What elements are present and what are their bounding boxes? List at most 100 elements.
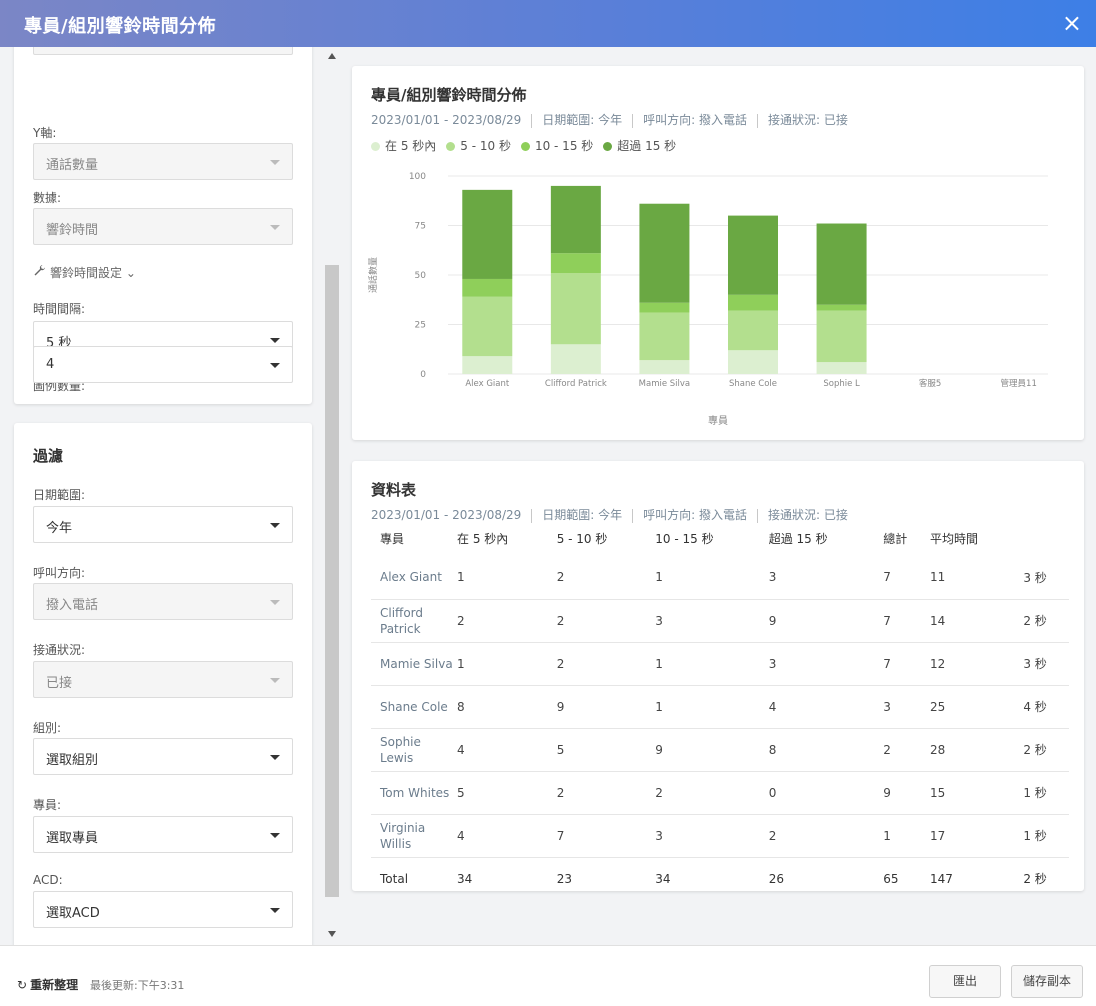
ring-time-settings-link[interactable]: 響鈴時間設定 ⌄: [33, 264, 136, 281]
meta-date: 2023/01/01 - 2023/08/29: [371, 508, 522, 522]
status-label: 接通狀況:: [33, 643, 86, 657]
table-row: Tom Whites 5 2 2 0 9 15 1 秒: [371, 771, 1069, 815]
table-cell: Alex Giant: [371, 556, 457, 600]
table-cell: 5: [457, 771, 557, 815]
ring-time-settings-label: 響鈴時間設定: [50, 266, 123, 280]
legend-label: 超過 15 秒: [617, 139, 677, 153]
y-tick-label: 50: [415, 271, 427, 281]
col-over-15: 超過 15 秒: [768, 532, 828, 546]
table-cell: 7: [883, 599, 930, 643]
meta-date: 2023/01/01 - 2023/08/29: [371, 113, 522, 127]
table-cell: 3: [655, 814, 769, 858]
table-cell: 2: [655, 771, 769, 815]
chevron-down-icon: [270, 160, 280, 165]
col-5-10: 5 - 10 秒: [556, 532, 608, 546]
table-row: Clifford Patrick 2 2 3 9 7 14 2 秒: [371, 599, 1069, 643]
chart-meta: 2023/01/01 - 2023/08/29 日期範圍: 今年 呼叫方向: 撥入電…: [371, 111, 848, 128]
col-under-5: 在 5 秒內: [457, 532, 509, 546]
legend-dot-icon: [603, 142, 613, 151]
refresh-button[interactable]: ↻ 重新整理: [17, 976, 78, 993]
meta-direction: 呼叫方向: 撥入電話: [643, 113, 748, 127]
x-tick-label: Sophie L: [823, 379, 860, 389]
table-cell: Virginia Willis: [371, 814, 457, 858]
scroll-up-icon[interactable]: [328, 53, 336, 59]
divider: [531, 113, 533, 128]
bar-segment: [728, 310, 778, 351]
table-cell: 4 秒: [1023, 685, 1069, 729]
export-button[interactable]: 匯出: [929, 965, 1001, 998]
x-tick-label: 管理員11: [1001, 378, 1037, 389]
data-value: 響鈴時間: [46, 223, 99, 238]
table-cell: Shane Cole: [371, 685, 457, 729]
dialog-header: 專員/組別響鈴時間分佈 ×: [0, 0, 1096, 47]
table-cell: 7: [556, 814, 656, 858]
y-axis-select[interactable]: 通話數量: [33, 143, 293, 180]
agent-select[interactable]: 選取專員: [33, 816, 293, 853]
legend-count-select[interactable]: 4: [33, 346, 293, 383]
save-copy-button[interactable]: 儲存副本: [1011, 965, 1083, 998]
divider: [757, 113, 759, 128]
divider: [632, 508, 634, 523]
legend-dot-icon: [371, 142, 380, 151]
table-cell: 3: [655, 599, 769, 643]
divider: [757, 508, 759, 523]
table-cell: 3 秒: [1023, 642, 1069, 686]
table-cell: 2: [883, 728, 930, 772]
bar-chart: 0 25 50 75 100 通話數量 Alex Giant Clifford Patrick…: [367, 172, 1048, 427]
x-tick-label: 客服5: [919, 378, 941, 389]
table-cell: Sophie Lewis: [371, 728, 457, 772]
legend-item[interactable]: 10 - 15 秒: [520, 137, 593, 154]
close-icon[interactable]: ×: [1061, 9, 1082, 37]
interval-label: 時間間隔:: [33, 302, 86, 316]
legend-dot-icon: [446, 142, 456, 151]
chevron-down-icon: [270, 833, 280, 838]
y-tick-label: 100: [409, 172, 426, 182]
filter-card: 過濾 日期範圍: 今年 呼叫方向: 撥入電話 接通狀況: 已接 組別: 選取組別…: [14, 423, 312, 945]
legend-label: 在 5 秒內: [385, 139, 437, 153]
legend-dot-icon: [520, 142, 530, 151]
table-cell: 2: [556, 599, 656, 643]
table-row: Sophie Lewis 4 5 9 8 2 28 2 秒: [371, 728, 1069, 772]
table-row: Shane Cole 8 9 1 4 3 25 4 秒: [371, 685, 1069, 729]
x-tick-label: Clifford Patrick: [545, 379, 607, 389]
chart-title: 專員/組別響鈴時間分佈: [371, 86, 527, 104]
legend-item[interactable]: 超過 15 秒: [603, 137, 676, 154]
acd-select[interactable]: 選取ACD: [33, 891, 293, 928]
dialog-title: 專員/組別響鈴時間分佈: [24, 16, 217, 37]
table-cell: 14: [929, 599, 1024, 643]
col-total: 總計: [883, 532, 908, 546]
x-axis-select[interactable]: [33, 47, 293, 55]
agent-label: 專員:: [33, 798, 62, 812]
y-axis-label: Y軸:: [33, 126, 57, 140]
table-cell: 26: [768, 871, 784, 886]
table-cell: 34: [655, 871, 671, 886]
x-tick-label: Shane Cole: [729, 379, 777, 389]
table-meta: 2023/01/01 - 2023/08/29 日期範圍: 今年 呼叫方向: 撥入電…: [371, 506, 848, 523]
acd-label: ACD:: [33, 873, 63, 887]
bar-segment: [639, 302, 690, 313]
table-cell: 2 秒: [1023, 872, 1047, 887]
legend-item[interactable]: 在 5 秒內: [371, 137, 436, 154]
table-cell: 34: [457, 871, 473, 886]
status-select[interactable]: 已接: [33, 661, 293, 698]
table-cell: 147: [929, 871, 953, 886]
direction-select[interactable]: 撥入電話: [33, 583, 293, 620]
data-select[interactable]: 響鈴時間: [33, 208, 293, 245]
table-cell: 0: [768, 771, 884, 815]
table-cell: 2 秒: [1023, 599, 1069, 643]
table-cell: 4: [457, 814, 557, 858]
table-total-row: Total 34 23 34 26 65 147 2 秒: [371, 857, 1069, 900]
scrollbar-thumb[interactable]: [325, 265, 339, 897]
table-header-row: 專員 在 5 秒內 5 - 10 秒 10 - 15 秒 超過 15 秒 總計 …: [371, 530, 1069, 556]
bar-segment: [639, 203, 690, 303]
table-cell: 12: [929, 642, 1024, 686]
table-cell: 17: [929, 814, 1024, 858]
table-cell: 9: [655, 728, 769, 772]
group-select[interactable]: 選取組別: [33, 738, 293, 775]
date-range-select[interactable]: 今年: [33, 506, 293, 543]
meta-status: 接通狀況: 已接: [768, 113, 848, 127]
scroll-down-icon[interactable]: [328, 931, 336, 937]
col-avg: 平均時間: [929, 532, 978, 546]
table-cell: 25: [929, 685, 1024, 729]
legend-item[interactable]: 5 - 10 秒: [446, 137, 511, 154]
